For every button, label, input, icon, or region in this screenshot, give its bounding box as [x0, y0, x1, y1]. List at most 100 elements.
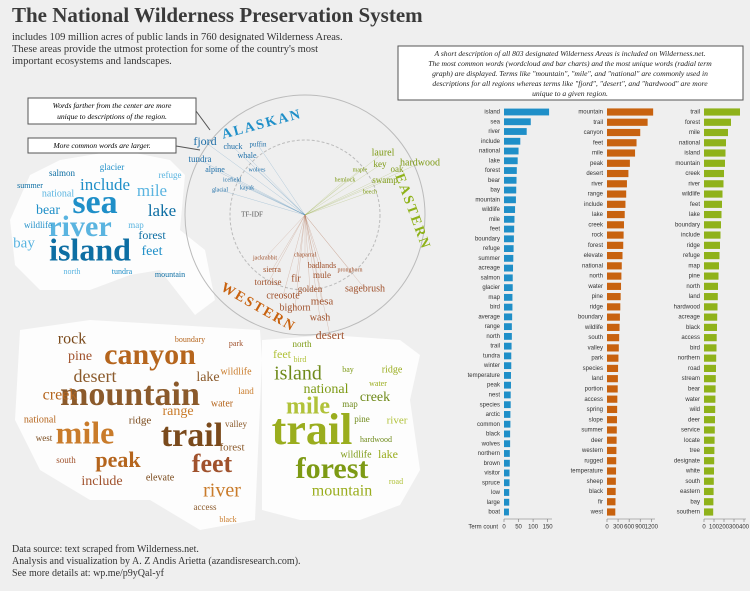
- bar: [504, 225, 515, 233]
- subtitle: These areas provide the utmost protectio…: [12, 44, 318, 55]
- radial-spoke: [304, 214, 351, 271]
- bar: [504, 391, 511, 399]
- bar: [704, 128, 728, 137]
- radial-spoke: [304, 179, 346, 216]
- bar: [704, 108, 740, 116]
- cloud-word: west: [36, 433, 53, 443]
- bar-label: spruce: [482, 480, 501, 486]
- bar: [504, 430, 511, 438]
- bar-label: include: [584, 202, 604, 208]
- description-box: [397, 45, 744, 101]
- bar: [704, 272, 719, 280]
- bar-label: pine: [592, 294, 604, 300]
- bar-label: designate: [674, 458, 701, 464]
- bar-label: boat: [488, 510, 500, 516]
- radial-spoke: [304, 191, 371, 216]
- unique-word: wash: [310, 312, 331, 323]
- bar-label: large: [487, 500, 501, 506]
- cloud-word: land: [238, 386, 254, 396]
- bar-label: water: [684, 397, 700, 403]
- bar: [704, 159, 725, 167]
- description-line: A short description of all 803 designate…: [433, 49, 705, 58]
- bar-label: south: [588, 335, 603, 341]
- bar-label: creek: [588, 222, 604, 228]
- x-axis-label: Term count: [468, 525, 498, 531]
- bar: [504, 264, 514, 272]
- bar: [607, 118, 648, 126]
- bar: [504, 381, 511, 389]
- cloud-word: ridge: [129, 415, 152, 427]
- bar-label: park: [591, 356, 604, 362]
- cloud-word: national: [42, 188, 74, 199]
- bar: [504, 479, 510, 487]
- bar: [607, 159, 630, 167]
- bar-label: feet: [593, 140, 603, 146]
- unique-word: icefield: [223, 176, 241, 183]
- x-tick-label: 150: [543, 525, 554, 531]
- bar-label: hardwood: [674, 304, 700, 310]
- title: The National Wilderness Preservation Sys…: [12, 3, 423, 27]
- unique-word: swamp: [372, 175, 398, 185]
- bar-label: black: [486, 432, 501, 438]
- bar-label: refuge: [683, 253, 701, 259]
- bar: [704, 293, 718, 301]
- bar-label: include: [481, 139, 501, 145]
- unique-word: kayak: [240, 185, 254, 191]
- cloud-word: trail: [161, 417, 223, 454]
- unique-word: tortoise: [255, 277, 282, 287]
- cloud-word: mountain: [60, 376, 200, 413]
- bar-label: mile: [689, 130, 701, 136]
- bar: [607, 200, 626, 208]
- bar-label: common: [477, 422, 500, 428]
- bar: [607, 221, 624, 229]
- bar: [704, 118, 731, 126]
- annotation: More common words are larger.: [52, 141, 150, 150]
- description-line: unique to a given region.: [532, 89, 608, 98]
- cloud-word: wildlife: [24, 220, 52, 230]
- bar: [607, 180, 627, 188]
- footer: Data source: text scraped from Wildernes…: [12, 544, 199, 555]
- bar: [607, 385, 618, 393]
- bar: [607, 190, 627, 198]
- bar: [504, 372, 511, 379]
- bar: [607, 293, 621, 301]
- bar: [607, 446, 617, 455]
- cloud-word: feet: [142, 244, 163, 259]
- bar: [607, 487, 616, 496]
- bar: [607, 149, 636, 157]
- bar-label: ridge: [590, 304, 604, 310]
- bar-label: black: [589, 489, 604, 495]
- bar-label: white: [685, 469, 701, 475]
- cloud-word: salmon: [49, 168, 75, 178]
- radial-spoke: [204, 141, 306, 216]
- cloud-word: island: [49, 231, 131, 267]
- subtitle: includes 109 million acres of public lan…: [12, 32, 343, 43]
- bar-label: sea: [490, 119, 500, 125]
- x-tick-label: 0: [605, 525, 609, 531]
- unique-word: glacial: [212, 187, 228, 193]
- radial-spoke: [304, 214, 323, 277]
- bar-label: rugged: [584, 458, 603, 464]
- bar-label: glacier: [482, 285, 500, 291]
- unique-word: wolves: [249, 167, 267, 173]
- cloud-word: island: [274, 363, 322, 385]
- bar: [704, 457, 715, 465]
- bar-label: land: [689, 294, 700, 300]
- bar-label: northern: [478, 451, 500, 457]
- bar-label: acreage: [478, 266, 500, 272]
- annotation-pointer: [195, 110, 211, 131]
- unique-word: desert: [316, 328, 345, 342]
- bar: [607, 210, 625, 219]
- radial-spoke: [267, 214, 306, 284]
- bar-label: map: [488, 295, 500, 301]
- cloud-word: wildlife: [220, 366, 252, 377]
- bar: [704, 262, 719, 270]
- unique-word: fjord: [193, 134, 216, 148]
- cloud-word: mile: [56, 414, 115, 450]
- cloud-word: rock: [58, 331, 86, 348]
- x-tick-label: 0: [502, 525, 506, 531]
- radial-spoke: [304, 164, 381, 216]
- unique-word: mesa: [311, 296, 334, 308]
- bar: [504, 352, 512, 360]
- bar-label: access: [584, 397, 603, 403]
